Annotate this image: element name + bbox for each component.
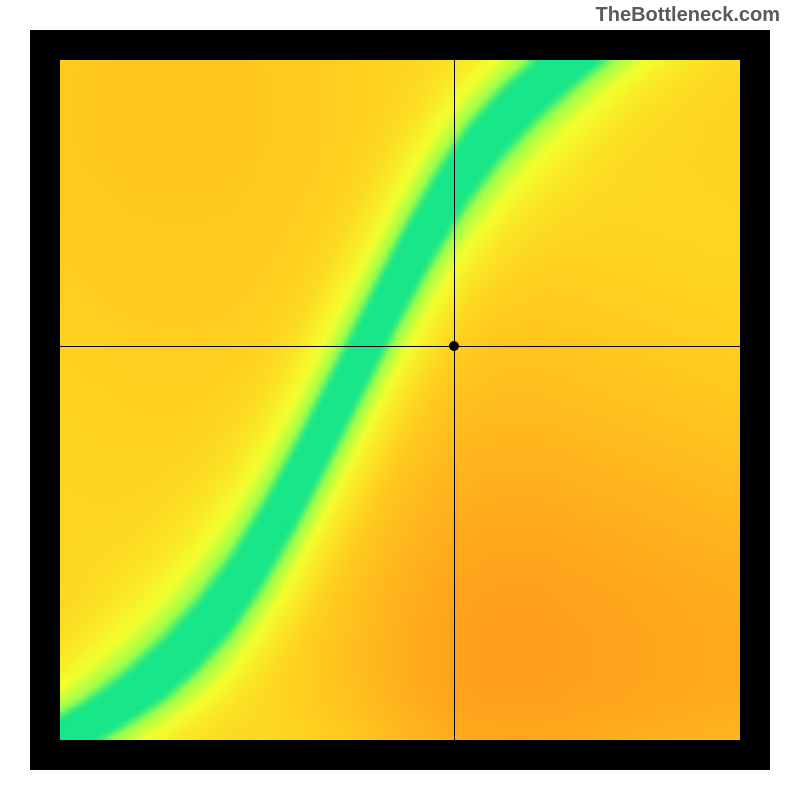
crosshair-vertical-line <box>454 60 455 740</box>
watermark-text: TheBottleneck.com <box>596 4 780 27</box>
plot-frame <box>30 30 770 770</box>
root-container: TheBottleneck.com <box>0 0 800 800</box>
heatmap-canvas <box>60 60 740 740</box>
crosshair-marker-dot <box>449 341 459 351</box>
crosshair-horizontal-line <box>60 346 740 347</box>
